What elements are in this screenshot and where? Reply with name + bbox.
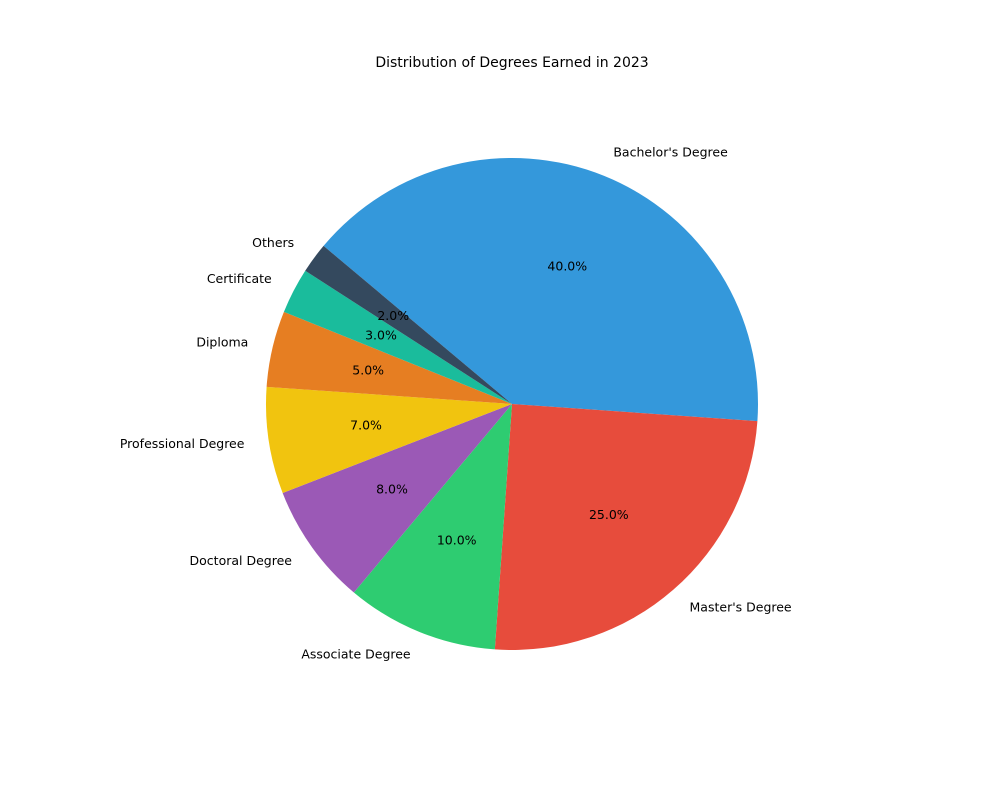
- slice-percent-doctoral-degree: 8.0%: [376, 481, 408, 496]
- slice-label-professional-degree: Professional Degree: [120, 436, 245, 451]
- pie-slice-associate-degree: [353, 404, 512, 650]
- slice-label-bachelor-s-degree: Bachelor's Degree: [613, 145, 728, 160]
- pie-slice-diploma: [266, 311, 512, 404]
- slice-label-doctoral-degree: Doctoral Degree: [190, 553, 293, 568]
- pie-slice-professional-degree: [266, 386, 512, 493]
- slice-percent-bachelor-s-degree: 40.0%: [547, 259, 587, 274]
- pie-labels: Bachelor's Degree 40.0% Master's Degree 25.…: [120, 145, 792, 662]
- slice-percent-others: 2.0%: [377, 308, 409, 323]
- slice-percent-associate-degree: 10.0%: [437, 532, 477, 547]
- slice-percent-certificate: 3.0%: [365, 328, 397, 343]
- pie-slice-master-s-degree: [494, 404, 758, 650]
- pie-slice-doctoral-degree: [282, 404, 512, 593]
- pie-slice-bachelor-s-degree: [323, 158, 758, 422]
- slice-percent-master-s-degree: 25.0%: [589, 507, 629, 522]
- slice-label-certificate: Certificate: [207, 271, 272, 286]
- slice-label-associate-degree: Associate Degree: [301, 646, 411, 661]
- pie-slice-certificate: [283, 270, 512, 404]
- slice-label-others: Others: [252, 235, 294, 250]
- slice-label-master-s-degree: Master's Degree: [690, 600, 792, 615]
- pie-slices: [266, 158, 758, 650]
- slice-label-diploma: Diploma: [196, 335, 248, 350]
- pie-slice-others: [305, 245, 512, 404]
- slice-percent-diploma: 5.0%: [352, 362, 384, 377]
- chart-title: Distribution of Degrees Earned in 2023: [375, 55, 648, 71]
- slice-percent-professional-degree: 7.0%: [350, 418, 382, 433]
